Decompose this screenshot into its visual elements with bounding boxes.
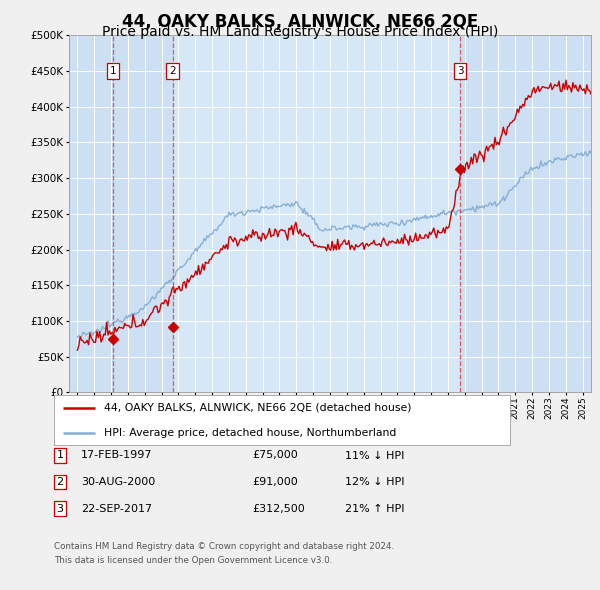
Text: 2: 2 bbox=[169, 66, 176, 76]
Bar bbox=[460, 35, 591, 392]
Text: £312,500: £312,500 bbox=[252, 504, 305, 513]
Bar bbox=[113, 35, 173, 392]
Text: 3: 3 bbox=[457, 66, 463, 76]
Text: Contains HM Land Registry data © Crown copyright and database right 2024.: Contains HM Land Registry data © Crown c… bbox=[54, 542, 394, 551]
Text: 1: 1 bbox=[110, 66, 116, 76]
Text: 17-FEB-1997: 17-FEB-1997 bbox=[81, 451, 152, 460]
Text: 21% ↑ HPI: 21% ↑ HPI bbox=[345, 504, 404, 513]
Text: 3: 3 bbox=[56, 504, 64, 513]
Text: HPI: Average price, detached house, Northumberland: HPI: Average price, detached house, Nort… bbox=[104, 428, 397, 438]
Text: 44, OAKY BALKS, ALNWICK, NE66 2QE: 44, OAKY BALKS, ALNWICK, NE66 2QE bbox=[122, 13, 478, 31]
Text: 22-SEP-2017: 22-SEP-2017 bbox=[81, 504, 152, 513]
Text: 1: 1 bbox=[56, 451, 64, 460]
Text: £75,000: £75,000 bbox=[252, 451, 298, 460]
Text: 44, OAKY BALKS, ALNWICK, NE66 2QE (detached house): 44, OAKY BALKS, ALNWICK, NE66 2QE (detac… bbox=[104, 403, 412, 413]
Text: 30-AUG-2000: 30-AUG-2000 bbox=[81, 477, 155, 487]
Text: 2: 2 bbox=[56, 477, 64, 487]
Text: Price paid vs. HM Land Registry's House Price Index (HPI): Price paid vs. HM Land Registry's House … bbox=[102, 25, 498, 39]
Text: 12% ↓ HPI: 12% ↓ HPI bbox=[345, 477, 404, 487]
Text: £91,000: £91,000 bbox=[252, 477, 298, 487]
Text: This data is licensed under the Open Government Licence v3.0.: This data is licensed under the Open Gov… bbox=[54, 556, 332, 565]
Bar bbox=[69, 35, 113, 392]
Text: 11% ↓ HPI: 11% ↓ HPI bbox=[345, 451, 404, 460]
